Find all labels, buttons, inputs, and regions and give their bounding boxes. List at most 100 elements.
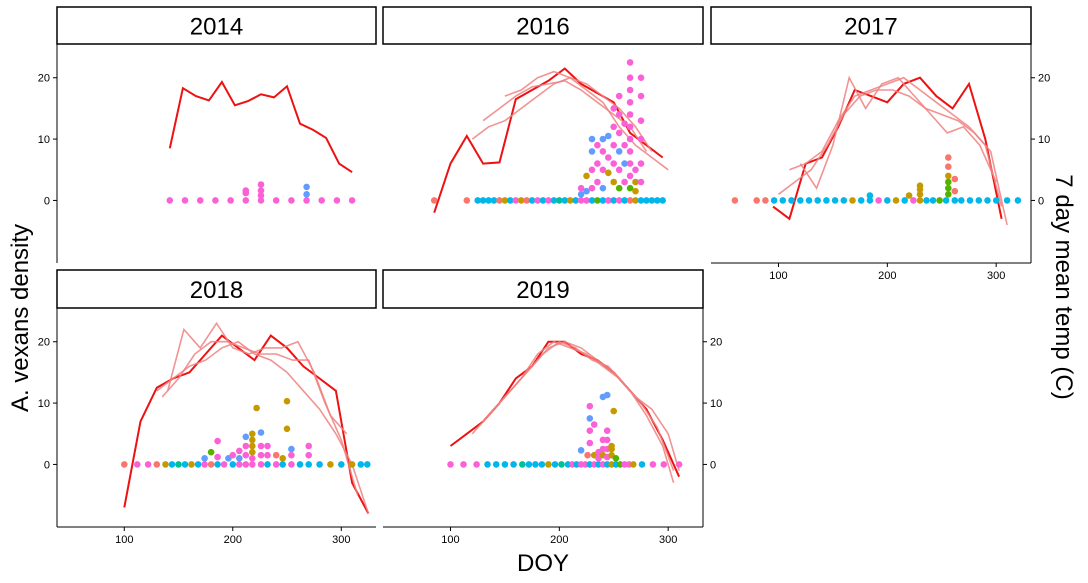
density-point xyxy=(626,74,634,81)
density-point xyxy=(194,461,202,468)
density-point xyxy=(992,197,1000,204)
density-point xyxy=(626,86,634,94)
density-point xyxy=(797,197,804,204)
density-point xyxy=(196,197,204,204)
secondary-y-axis-title: 7 day mean temp (C) xyxy=(1050,174,1077,399)
density-point xyxy=(637,92,645,100)
density-point xyxy=(637,135,645,143)
x-tick-label: 200 xyxy=(878,270,896,282)
x-tick-label: 300 xyxy=(332,534,350,546)
density-point xyxy=(586,402,594,410)
density-point xyxy=(951,175,959,183)
density-point xyxy=(805,197,813,204)
density-point xyxy=(945,154,952,161)
y-tick-label: 20 xyxy=(38,337,50,349)
density-point xyxy=(327,461,334,468)
density-point xyxy=(945,178,952,186)
density-point xyxy=(249,448,256,456)
x-axis-title: DOY xyxy=(517,550,569,577)
x-tick-label: 300 xyxy=(987,270,1005,282)
density-point xyxy=(534,197,541,204)
density-point xyxy=(348,197,356,204)
density-point xyxy=(916,191,924,198)
density-point xyxy=(279,455,287,462)
density-point xyxy=(264,451,271,459)
density-point xyxy=(153,461,161,468)
facet-strip xyxy=(56,269,377,309)
density-point xyxy=(770,197,778,204)
density-point xyxy=(305,461,313,468)
density-point xyxy=(201,455,208,462)
temp-line xyxy=(168,80,353,174)
temp-line xyxy=(799,75,997,190)
density-point xyxy=(214,437,221,445)
y-tick-label: 0 xyxy=(44,195,50,207)
density-point xyxy=(283,425,291,433)
density-point xyxy=(577,191,585,198)
density-point xyxy=(975,197,983,204)
density-point xyxy=(556,197,563,204)
density-point xyxy=(551,461,559,468)
density-point xyxy=(583,172,590,180)
density-point xyxy=(333,197,341,204)
density-point xyxy=(316,461,323,468)
density-point xyxy=(357,461,365,468)
density-point xyxy=(753,197,760,204)
y-tick-label: 10 xyxy=(38,398,50,410)
density-point xyxy=(583,197,590,204)
y-axis-title: A. vexans density xyxy=(7,224,34,412)
density-point xyxy=(610,407,617,415)
density-point xyxy=(615,148,623,155)
temp-line xyxy=(482,79,648,152)
density-point xyxy=(212,197,219,204)
density-point xyxy=(257,192,265,199)
y-tick-label: 10 xyxy=(38,134,50,146)
density-point xyxy=(496,197,503,204)
density-point xyxy=(168,461,176,468)
density-point xyxy=(605,169,612,177)
data-layer xyxy=(166,80,356,204)
density-point xyxy=(637,178,645,186)
density-point xyxy=(605,197,612,204)
density-point xyxy=(945,184,952,192)
density-point xyxy=(257,429,265,436)
density-point xyxy=(296,461,304,468)
density-point xyxy=(884,197,891,204)
density-point xyxy=(249,436,256,444)
density-point xyxy=(823,197,830,204)
density-point xyxy=(929,197,937,204)
density-point xyxy=(630,461,637,468)
density-point xyxy=(242,197,250,204)
density-point xyxy=(632,187,639,195)
y-tick-label-right: 10 xyxy=(710,398,722,410)
density-point xyxy=(305,451,313,459)
temp-line xyxy=(123,334,370,514)
density-point xyxy=(253,404,260,412)
density-point xyxy=(201,461,208,468)
density-point xyxy=(272,451,280,459)
density-point xyxy=(626,99,634,106)
density-point xyxy=(272,461,280,468)
data-layer xyxy=(447,340,683,484)
y-tick-label-right: 0 xyxy=(710,459,716,471)
density-point xyxy=(936,197,943,204)
density-point xyxy=(348,461,356,468)
density-point xyxy=(731,197,739,204)
density-point xyxy=(643,197,650,204)
density-point xyxy=(605,154,612,161)
density-point xyxy=(288,451,295,459)
density-point xyxy=(892,197,900,204)
x-tick-label: 200 xyxy=(224,534,242,546)
density-point xyxy=(288,445,295,453)
density-point xyxy=(594,197,601,204)
density-point xyxy=(288,197,295,204)
density-point xyxy=(638,461,646,468)
density-point xyxy=(586,415,594,422)
density-point xyxy=(626,160,634,167)
density-point xyxy=(214,453,221,461)
density-point xyxy=(249,430,256,438)
density-point xyxy=(1014,197,1022,204)
density-point xyxy=(583,187,590,195)
density-point xyxy=(901,197,908,204)
density-point xyxy=(626,184,634,192)
